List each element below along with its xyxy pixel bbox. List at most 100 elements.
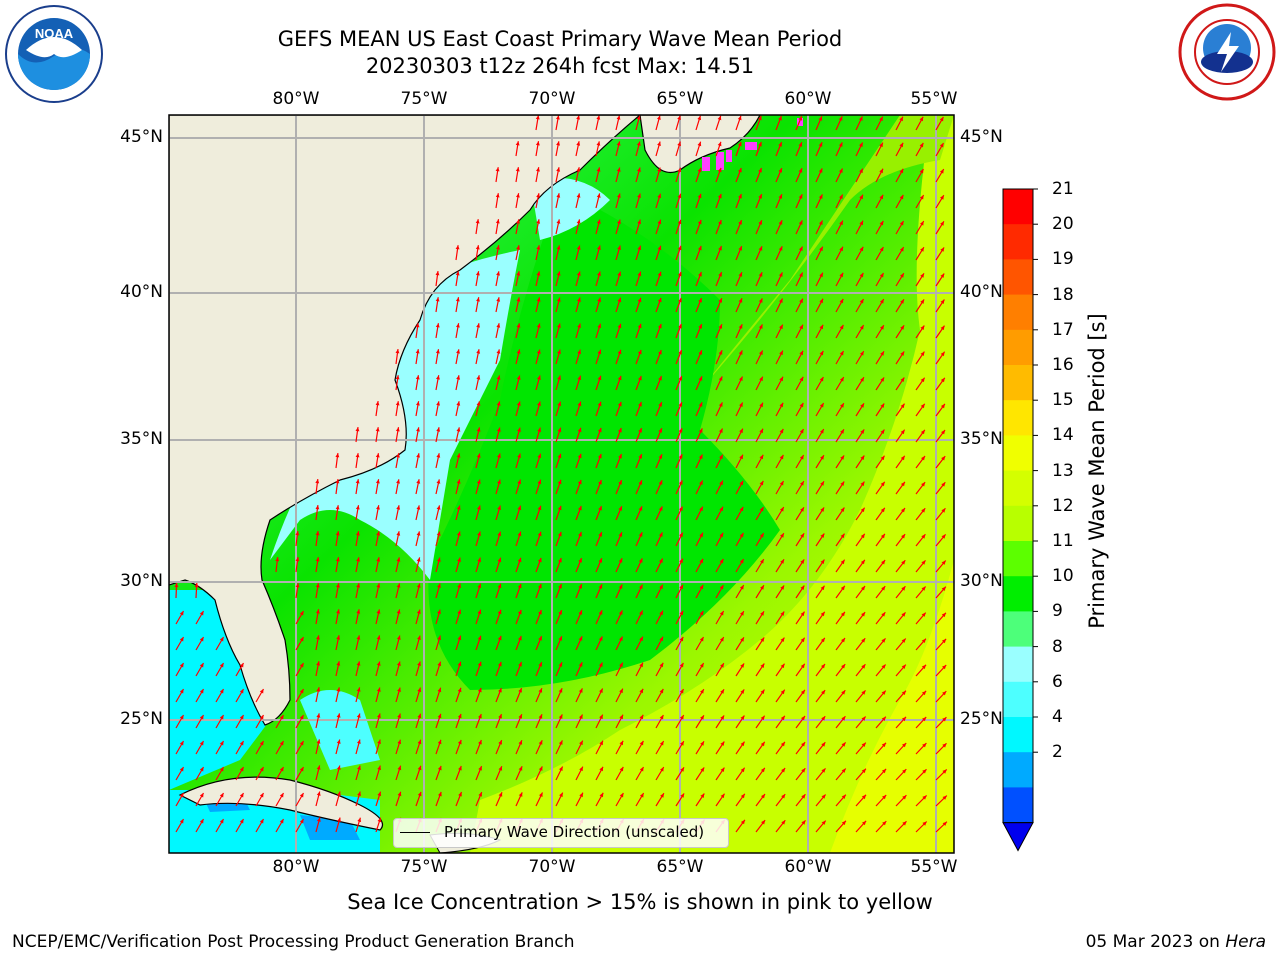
wave-arrow-head xyxy=(639,714,644,720)
wave-arrow-head xyxy=(475,219,480,224)
wave-arrow-head xyxy=(199,715,204,720)
wave-arrow-head xyxy=(219,819,224,824)
colorbar-segment xyxy=(1003,365,1033,401)
wave-arrow-head xyxy=(900,351,905,356)
wave-arrow-head xyxy=(840,533,845,539)
wave-arrow-head xyxy=(941,430,945,435)
wave-arrow-head xyxy=(299,819,304,824)
wave-arrow-head xyxy=(376,583,381,588)
wave-arrow-head xyxy=(637,323,642,329)
wave-arrow-head xyxy=(518,740,523,745)
wave-arrow-head xyxy=(758,272,763,277)
wave-arrow-head xyxy=(942,691,947,696)
wave-arrow-head xyxy=(901,638,906,643)
wave-arrow-head xyxy=(517,427,521,432)
wave-arrow-head xyxy=(498,688,502,693)
lat-label-left: 45°N xyxy=(120,127,163,147)
wave-arrow-head xyxy=(417,739,422,745)
wave-arrow-head xyxy=(680,767,684,772)
wave-arrow-head xyxy=(941,560,946,565)
wave-arrow-head xyxy=(617,323,622,329)
wave-arrow-head xyxy=(259,819,264,824)
wave-arrow-head xyxy=(839,324,844,330)
wave-arrow-head xyxy=(902,821,907,826)
wave-arrow-head xyxy=(798,168,803,173)
wave-arrow-head xyxy=(579,792,583,798)
wave-arrow-head xyxy=(638,454,642,459)
wave-arrow-head xyxy=(739,532,744,538)
wave-arrow-head xyxy=(882,795,887,800)
wave-arrow-head xyxy=(395,375,400,380)
wave-arrow-head xyxy=(597,427,602,433)
wave-arrow-head xyxy=(699,663,704,668)
wave-arrow-head xyxy=(518,662,522,667)
wave-arrow-head xyxy=(337,791,341,796)
wave-arrow-head xyxy=(538,766,543,771)
wave-arrow-head xyxy=(800,637,805,643)
wave-arrow-head xyxy=(779,324,783,330)
wave-arrow-head xyxy=(456,401,461,406)
wave-arrow-head xyxy=(922,743,927,748)
wave-arrow-head xyxy=(356,557,360,562)
wave-arrow-head xyxy=(779,454,784,460)
wave-arrow-head xyxy=(739,402,743,407)
wave-arrow-head xyxy=(698,454,703,459)
wave-arrow-head xyxy=(657,297,662,303)
lat-label-left: 35°N xyxy=(120,429,163,449)
wave-arrow-head xyxy=(396,557,401,562)
wave-arrow-head xyxy=(799,272,803,277)
wave-arrow-head xyxy=(800,585,805,590)
wave-arrow-head xyxy=(921,690,927,696)
wave-arrow-head xyxy=(316,739,321,744)
wave-arrow-head xyxy=(579,714,583,719)
wave-arrow-head xyxy=(558,714,563,719)
wave-arrow-head xyxy=(841,794,846,799)
wave-arrow-head xyxy=(476,297,480,302)
wave-arrow-head xyxy=(498,740,502,745)
wave-arrow-head xyxy=(557,479,562,485)
wave-arrow-head xyxy=(559,792,563,798)
wave-arrow-head xyxy=(436,375,440,380)
wave-arrow-head xyxy=(637,297,642,303)
wave-arrow-head xyxy=(820,585,825,591)
wave-arrow-head xyxy=(239,767,244,772)
wave-arrow-head xyxy=(639,636,643,642)
wave-arrow-head xyxy=(739,428,743,434)
wave-arrow-head xyxy=(239,715,244,720)
wave-arrow-head xyxy=(658,376,662,381)
wave-arrow-head xyxy=(839,246,843,252)
wave-arrow-head xyxy=(316,817,321,822)
wave-arrow-head xyxy=(536,323,541,328)
wave-arrow-head xyxy=(941,482,946,487)
wave-arrow-head xyxy=(921,456,925,461)
wave-arrow-head xyxy=(497,557,502,563)
wave-arrow-head xyxy=(356,635,361,640)
wave-arrow-head xyxy=(496,271,500,276)
wave-arrow-head xyxy=(377,713,381,718)
wave-arrow-head xyxy=(879,142,883,148)
wave-arrow-head xyxy=(859,194,863,200)
wave-arrow-head xyxy=(901,560,906,565)
lat-label-right: 40°N xyxy=(960,282,1003,302)
wave-arrow-head xyxy=(179,741,184,746)
wave-arrow-head xyxy=(315,505,320,510)
wave-arrow-head xyxy=(881,586,886,591)
wave-arrow-head xyxy=(677,245,682,251)
wave-arrow-head xyxy=(900,481,905,487)
wave-arrow-head xyxy=(179,793,184,798)
wave-arrow-head xyxy=(841,716,846,721)
wave-arrow-head xyxy=(879,116,883,122)
wave-arrow-head xyxy=(760,741,765,747)
wave-arrow-head xyxy=(416,531,421,536)
wave-arrow-head xyxy=(457,713,462,719)
wave-arrow-head xyxy=(356,531,360,536)
wave-arrow-head xyxy=(219,793,224,798)
wave-arrow-head xyxy=(415,323,420,328)
wave-arrow-head xyxy=(700,793,705,798)
wave-arrow-head xyxy=(336,661,341,666)
footer-date: 05 Mar 2023 on Hera xyxy=(1086,932,1266,952)
wave-arrow-head xyxy=(859,246,864,252)
wave-arrow-head xyxy=(738,168,742,173)
wave-arrow-head xyxy=(720,741,725,746)
wave-arrow-head xyxy=(698,272,702,277)
